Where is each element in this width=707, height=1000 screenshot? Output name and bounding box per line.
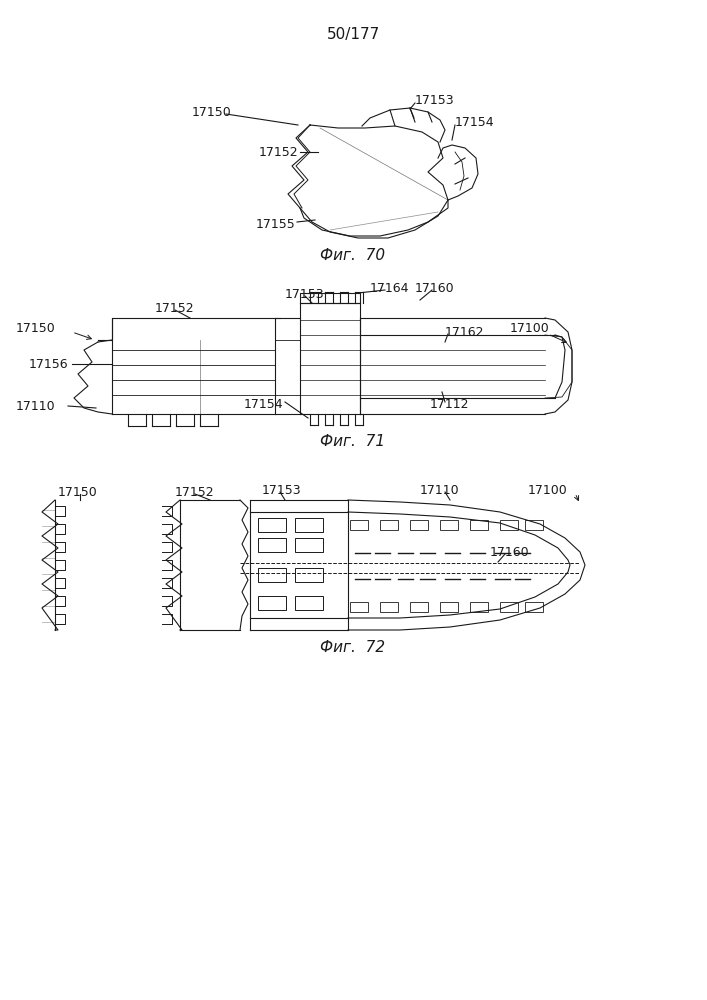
- Text: 50/177: 50/177: [327, 27, 380, 42]
- Text: 17160: 17160: [415, 282, 455, 294]
- Text: 17160: 17160: [490, 546, 530, 558]
- Text: 17112: 17112: [430, 397, 469, 410]
- Text: Фиг.  72: Фиг. 72: [320, 641, 385, 656]
- Text: 17162: 17162: [445, 326, 484, 338]
- Bar: [258, 518, 286, 532]
- Text: 17150: 17150: [192, 105, 232, 118]
- Text: 17153: 17153: [262, 484, 302, 496]
- Bar: [258, 596, 286, 610]
- Text: 17150: 17150: [58, 486, 98, 498]
- Bar: [410, 520, 428, 530]
- Bar: [295, 568, 323, 582]
- Bar: [470, 520, 488, 530]
- Text: 17156: 17156: [28, 358, 68, 370]
- Text: 17110: 17110: [16, 399, 55, 412]
- Bar: [295, 518, 323, 532]
- Text: 17110: 17110: [420, 484, 460, 496]
- Bar: [470, 602, 488, 612]
- Text: 17154: 17154: [455, 115, 495, 128]
- Text: 17153: 17153: [285, 288, 325, 300]
- Bar: [258, 568, 286, 582]
- Bar: [295, 538, 323, 552]
- Text: 17100: 17100: [510, 322, 550, 334]
- Text: 17150: 17150: [16, 322, 55, 334]
- Bar: [525, 602, 543, 612]
- Bar: [258, 538, 286, 552]
- Bar: [500, 602, 518, 612]
- Bar: [380, 602, 398, 612]
- Bar: [380, 520, 398, 530]
- Bar: [350, 520, 368, 530]
- Bar: [350, 602, 368, 612]
- Text: 17153: 17153: [415, 94, 455, 106]
- Bar: [500, 520, 518, 530]
- Text: 17152: 17152: [258, 145, 298, 158]
- Bar: [295, 596, 323, 610]
- Text: 17152: 17152: [175, 486, 215, 498]
- Bar: [440, 520, 458, 530]
- Text: 17154: 17154: [243, 397, 283, 410]
- Text: Фиг.  70: Фиг. 70: [320, 247, 385, 262]
- Bar: [300, 293, 360, 303]
- Text: 17100: 17100: [528, 484, 568, 496]
- Bar: [440, 602, 458, 612]
- Text: 17155: 17155: [255, 219, 295, 232]
- Text: Фиг.  71: Фиг. 71: [320, 434, 385, 450]
- Text: 17164: 17164: [370, 282, 409, 294]
- Bar: [525, 520, 543, 530]
- Bar: [410, 602, 428, 612]
- Text: 17152: 17152: [155, 302, 194, 314]
